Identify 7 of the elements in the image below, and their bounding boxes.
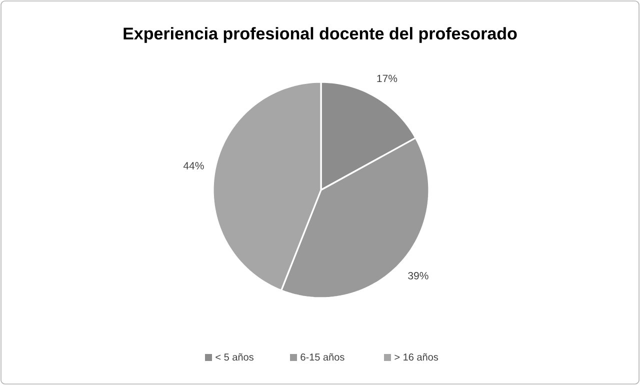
data-label: 17%: [377, 74, 398, 82]
legend-label: < 5 años: [216, 353, 254, 361]
legend-label: > 16 años: [394, 353, 438, 361]
data-label: 44%: [183, 162, 204, 170]
chart-title: Experiencia profesional docente del profesorado: [124, 27, 517, 43]
data-label: 39%: [408, 272, 428, 280]
legend-label: 6-15 años: [300, 353, 344, 361]
